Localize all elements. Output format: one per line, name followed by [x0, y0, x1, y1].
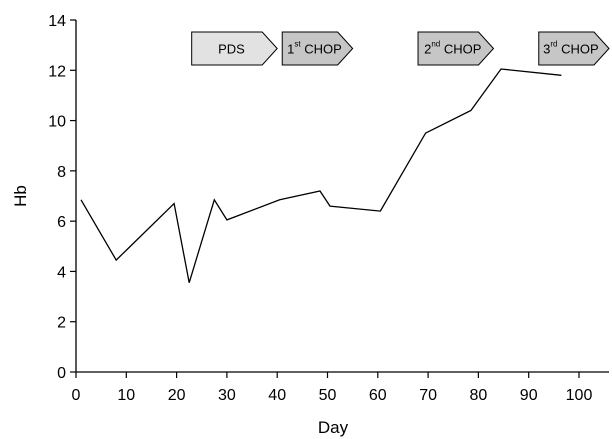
x-tick-label: 60 [369, 387, 387, 404]
x-tick-label: 80 [470, 387, 488, 404]
y-tick-label: 0 [57, 365, 66, 382]
x-ticks: 0 10 20 30 40 50 60 70 80 90 100 [72, 372, 593, 404]
y-axis-title: Hb [11, 185, 30, 207]
marker-arrow [281, 31, 354, 66]
marker-label: PDS [218, 42, 245, 57]
marker-arrow [538, 31, 610, 66]
hb-series-line [80, 68, 562, 283]
y-tick-label: 10 [48, 114, 66, 131]
y-ticks: 0 2 4 6 8 10 12 14 [48, 13, 76, 382]
treatment-annotations: PDS 1st CHOP 2nd CHOP 3rd CHOP [191, 31, 610, 66]
y-tick-label: 12 [48, 63, 66, 80]
x-tick-label: 10 [117, 387, 135, 404]
x-tick-label: 70 [419, 387, 437, 404]
x-tick-label: 40 [268, 387, 286, 404]
x-tick-label: 20 [168, 387, 186, 404]
y-tick-label: 2 [57, 315, 66, 332]
x-tick-label: 50 [319, 387, 337, 404]
marker-label: 2nd CHOP [424, 40, 481, 57]
treatment-marker: 3rd CHOP [538, 31, 610, 66]
treatment-marker: 1st CHOP [281, 31, 354, 66]
marker-arrow [191, 31, 278, 66]
y-tick-label: 14 [48, 13, 66, 30]
x-axis-title: Day [318, 418, 349, 437]
y-tick-label: 4 [57, 264, 66, 281]
marker-arrow [417, 31, 495, 66]
axes [75, 20, 609, 373]
marker-label: 3rd CHOP [543, 40, 599, 57]
series [80, 68, 562, 283]
x-tick-label: 90 [520, 387, 538, 404]
marker-label: 1st CHOP [287, 40, 342, 57]
x-tick-label: 30 [218, 387, 236, 404]
x-tick-label: 0 [72, 387, 81, 404]
y-tick-label: 8 [57, 164, 66, 181]
treatment-marker: 2nd CHOP [417, 31, 495, 66]
y-tick-label: 6 [57, 214, 66, 231]
treatment-marker: PDS [191, 31, 278, 66]
x-tick-label: 100 [566, 387, 593, 404]
